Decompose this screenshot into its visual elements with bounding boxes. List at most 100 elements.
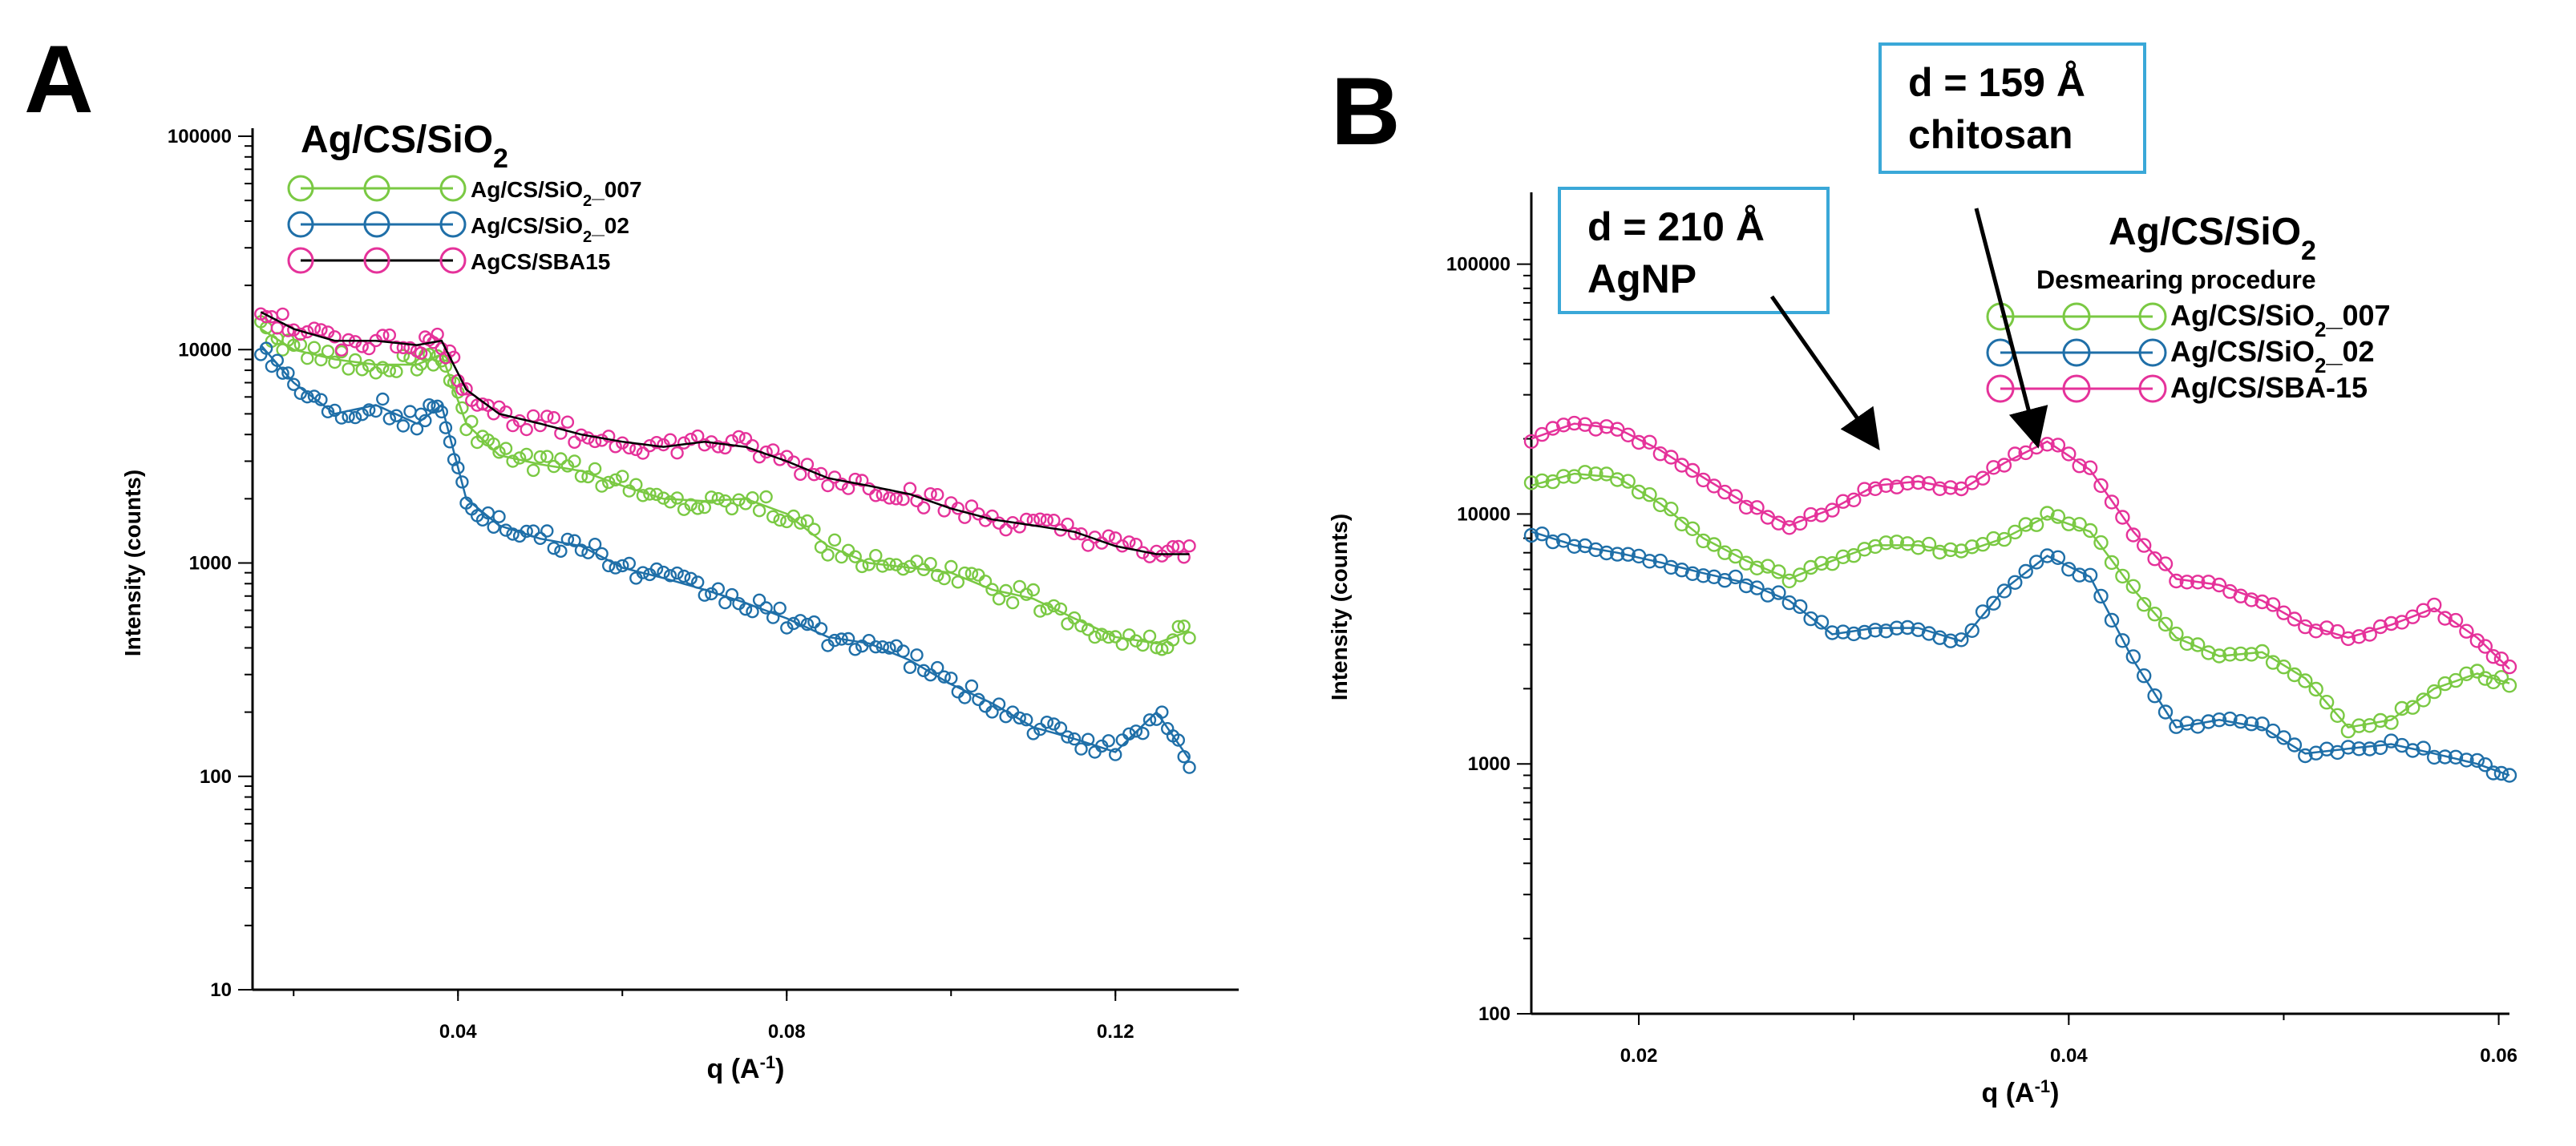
data-point [1684,462,1700,478]
data-point [1555,469,1571,484]
data-point [958,691,972,704]
data-point [766,611,780,624]
data-point [2437,611,2453,626]
data-point [2136,668,2152,684]
data-point [732,430,746,444]
data-point [396,419,410,433]
data-point [499,406,513,419]
data-point [270,321,284,335]
data-point [773,453,787,466]
legend-label: Ag/CS/SiO2_02 [471,213,629,246]
data-point [1588,466,1603,482]
data-point [595,479,609,493]
data-point [1136,727,1150,740]
data-point [978,514,993,527]
data-point [725,587,739,602]
legend-marker [1986,374,2015,403]
data-point [520,447,533,462]
data-point [1932,481,1947,496]
chart-b-subtitle: Desmearing procedure [2036,265,2316,294]
data-point [2384,715,2399,730]
data-point [574,543,588,557]
data-point [1932,544,1947,560]
data-point [588,434,602,449]
data-point [1033,722,1047,736]
data-point [1108,531,1122,545]
annotation-line1: d = 210 Å [1587,204,1765,249]
legend-entry: Ag/CS/SiO2_007 [287,175,642,210]
data-point [1142,629,1157,643]
data-point [1684,521,1700,536]
legend-marker [2062,338,2091,367]
data-point [1792,599,1808,615]
data-point [999,523,1013,537]
data-point [533,450,547,464]
data-point [540,524,554,538]
data-point [616,470,629,483]
legend-label: Ag/CS/SiO2_02 [2170,335,2375,377]
data-point [1943,633,1959,648]
data-point [2493,670,2509,685]
data-point [937,571,951,586]
data-point [499,442,513,455]
data-point [2448,672,2464,688]
data-point [568,534,581,547]
annotation-frame [1558,187,1830,314]
data-point [2072,458,2087,474]
data-point [568,454,581,468]
chart-a-title: Ag/CS/SiO2 [301,119,508,174]
data-point [1142,713,1157,727]
data-point [2426,684,2442,700]
data-point [869,489,883,502]
data-point [1115,733,1130,747]
data-point [964,567,979,580]
data-point [293,386,307,400]
data-point [1567,415,1582,431]
y-tick-label: 100 [200,766,232,788]
data-point [2362,627,2377,642]
y-tick-label: 10000 [1457,503,1510,525]
data-point [2416,740,2431,756]
chart-b-axes: 100 1000 10000 100000 0.02 0.04 0.06 q (A-1) Int… [1327,192,2517,1108]
data-point [896,563,910,576]
data-point [677,569,691,583]
annotation-box: d = 210 Å AgNP [1558,187,1880,450]
data-point [636,566,650,579]
data-point [609,473,622,486]
data-point [827,533,842,547]
data-point [2308,681,2323,697]
series-Ag/CS/SiO2_02 [254,341,1196,774]
data-point [1047,717,1061,731]
data-point [2501,678,2517,693]
data-point [1013,711,1026,725]
data-point [2082,523,2098,539]
legend-marker [2062,302,2091,331]
data-point [985,509,999,523]
data-point [827,470,842,484]
data-point [876,559,890,573]
data-point [2201,714,2216,729]
data-point [944,559,958,574]
data-point [527,463,540,478]
data-point [1921,536,1937,552]
data-point [321,345,335,358]
data-point [2104,555,2120,571]
legend-entry: AgCS/SBA15 [287,247,610,274]
data-point [307,341,321,354]
data-point [1857,542,1872,557]
data-point [930,568,944,583]
data-point [2157,704,2174,720]
data-point [2222,711,2238,727]
data-point [1728,569,1743,585]
data-point [903,660,917,674]
annotation-box: d = 159 Å chitosan [1878,42,2146,449]
data-point [649,562,664,576]
data-point [1047,514,1061,527]
chart-b: 100 1000 10000 100000 0.02 0.04 0.06 q (A-1) Int… [1327,42,2517,1108]
data-point [1067,611,1082,625]
data-point [293,327,307,341]
chart-b-series [1523,415,2517,783]
data-point [1996,458,2012,473]
data-point [328,330,342,344]
data-point [362,359,376,373]
